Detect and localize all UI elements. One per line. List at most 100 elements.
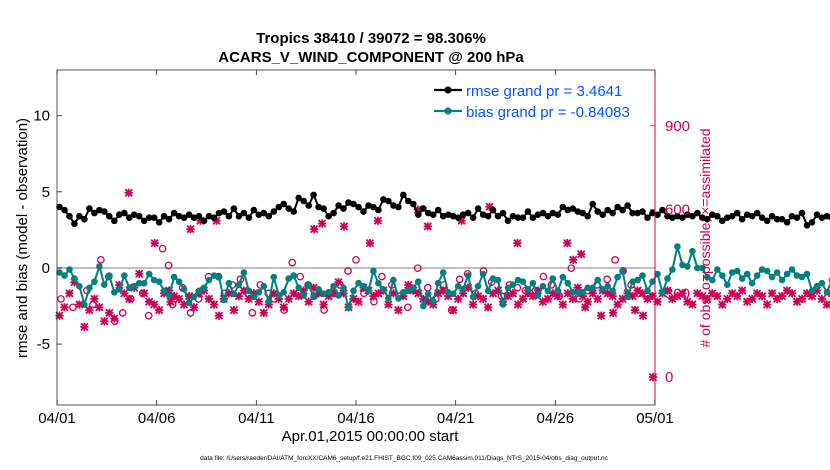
plot-area [57,70,655,405]
bias-point [609,287,616,295]
bias-point [370,267,377,275]
bias-point [245,287,253,295]
x-tick-label: 05/01 [636,410,674,427]
y-tick-label-left: 10 [33,108,50,125]
bias-point [619,267,626,275]
bias-point [410,284,417,292]
bias-point [121,272,128,279]
bias-point [738,275,746,282]
bias-point [310,293,317,301]
rmse-point [225,212,233,220]
rmse-point [86,205,93,212]
rmse-point [295,194,303,202]
bias-point [260,282,268,290]
rmse-point [649,209,656,217]
rmse-point [569,205,577,212]
rmse-point [165,215,173,223]
obs-possible-point [344,267,352,275]
obs-assimilated-point [354,297,363,306]
bias-point [220,296,228,304]
bias-point [669,266,676,273]
rmse-point [380,196,387,203]
bias-point [753,272,761,279]
bias-point [420,302,427,310]
obs-assimilated-point [384,300,393,309]
rmse-point [699,214,706,221]
bias-point [798,273,806,281]
obs-assimilated-point [124,188,133,197]
bias-point [155,278,163,286]
legend-bias-marker [444,107,452,115]
rmse-point [310,191,317,199]
bias-point [130,282,138,290]
rmse-point [415,211,422,218]
rmse-point [210,214,218,221]
bias-point [360,282,367,290]
bias-point [484,287,492,295]
rmse-point [733,209,741,217]
rmse-point [743,211,751,218]
rmse-point [639,208,646,215]
bias-point [509,281,517,289]
bias-point [459,286,467,293]
rmse-point [584,212,591,220]
bias-point [270,273,278,281]
rmse-point [265,212,273,220]
obs-assimilated-point [758,291,767,301]
bias-point [758,266,766,273]
rmse-point [130,211,138,218]
rmse-point [434,206,442,214]
rmse-point [360,208,367,215]
bias-point [66,266,73,273]
rmse-point [738,215,746,223]
bias-point [524,286,532,293]
bias-point [355,279,362,287]
obs-assimilated-point [468,300,478,309]
rmse-point [116,211,123,218]
obs-assimilated-point [254,297,263,306]
rmse-point [704,215,711,223]
bias-point [579,289,586,296]
bias-point [474,282,482,290]
bias-point [335,292,342,299]
bias-point [345,304,352,311]
x-tick-label: 04/11 [238,410,274,427]
rmse-point [240,209,248,217]
bias-point [818,279,826,287]
obs-assimilated-point [713,291,722,301]
rmse-point [250,206,258,214]
rmse-point [429,211,437,218]
bias-point [728,269,736,276]
bias-point [679,261,686,269]
obs-possible-point [158,244,167,253]
bias-point [340,284,347,292]
rmse-point [405,197,412,205]
bias-point [604,282,611,290]
bias-point [320,290,327,298]
obs-assimilated-point [204,294,214,304]
x-tick-label: 04/01 [38,410,76,427]
bias-point [215,273,223,281]
bias-point [200,284,208,292]
rmse-point [599,211,606,218]
rmse-point [145,214,153,221]
bias-point [106,272,113,279]
obs-possible-point [403,303,412,312]
bias-point [499,301,507,308]
bias-point [395,295,402,302]
bias-point [743,270,751,278]
rmse-point [808,219,816,226]
y-tick-label-left: 0 [42,260,50,277]
obs-assimilated-point [125,294,134,304]
obs-assimilated-point [310,224,319,234]
bias-point [778,276,786,284]
rmse-point [300,197,308,205]
obs-assimilated-point [100,317,109,326]
rmse-point [126,214,133,221]
bias-point [380,286,387,293]
y-tick-label-right: 900 [665,118,690,135]
rmse-point [509,212,517,220]
bias-point [265,298,273,305]
rmse-point [200,217,208,225]
rmse-point [66,212,73,220]
